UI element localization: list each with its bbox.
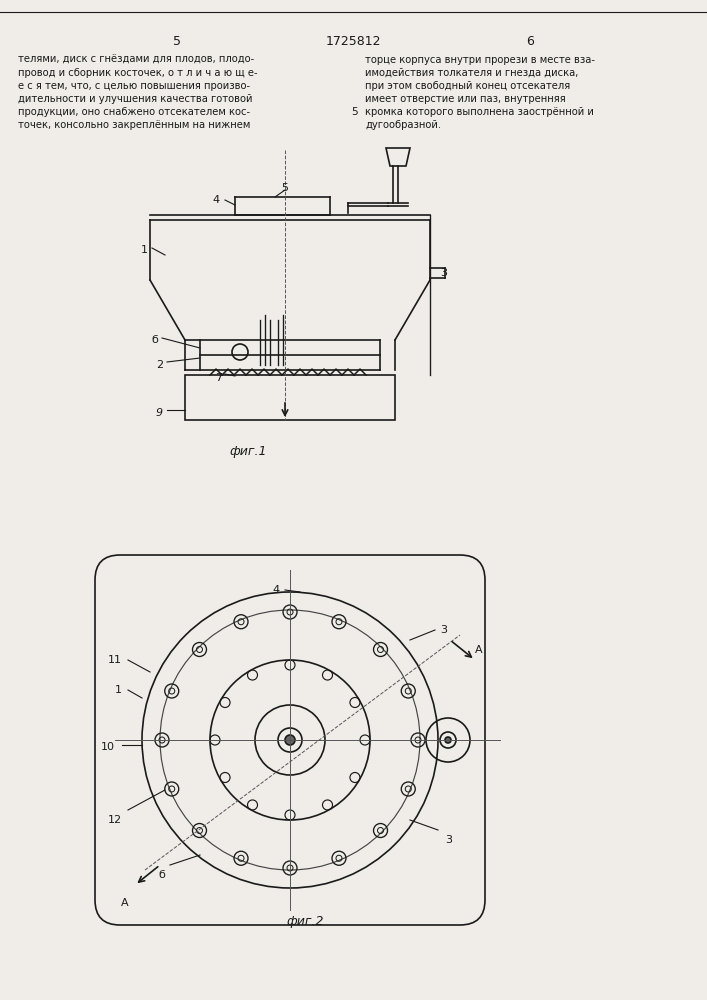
Text: имеет отверстие или паз, внутренняя: имеет отверстие или паз, внутренняя [365, 94, 566, 104]
Bar [185, 375, 395, 420]
Text: 9: 9 [156, 408, 163, 418]
Text: 3: 3 [445, 835, 452, 845]
Text: фиг.2: фиг.2 [286, 915, 324, 928]
Text: кромка которого выполнена заострённой и: кромка которого выполнена заострённой и [365, 107, 594, 117]
Text: 1: 1 [141, 245, 148, 255]
Text: A: A [475, 645, 483, 655]
Circle shape [285, 735, 295, 745]
Text: 4: 4 [273, 585, 280, 595]
Text: 7: 7 [215, 373, 222, 383]
Text: дугообразной.: дугообразной. [365, 120, 441, 130]
Circle shape [445, 737, 451, 743]
Text: 5: 5 [173, 35, 181, 48]
Text: A: A [121, 898, 129, 908]
Text: е с я тем, что, с целью повышения произво-: е с я тем, что, с целью повышения произв… [18, 81, 250, 91]
Text: продукции, оно снабжено отсекателем кос-: продукции, оно снабжено отсекателем кос- [18, 107, 250, 117]
Text: 3: 3 [440, 268, 447, 278]
Text: 6: 6 [526, 35, 534, 48]
Text: 1: 1 [115, 685, 122, 695]
Text: 5: 5 [351, 107, 357, 117]
Text: 12: 12 [108, 815, 122, 825]
Text: 1725812: 1725812 [325, 35, 381, 48]
Text: 4: 4 [213, 195, 220, 205]
Text: 2: 2 [156, 360, 163, 370]
Text: дительности и улучшения качества готовой: дительности и улучшения качества готовой [18, 94, 252, 104]
Text: точек, консольно закреплённым на нижнем: точек, консольно закреплённым на нижнем [18, 120, 250, 130]
Text: фиг.1: фиг.1 [229, 445, 267, 458]
Text: провод и сборник косточек, о т л и ч а ю щ е-: провод и сборник косточек, о т л и ч а ю… [18, 68, 257, 78]
Text: 3: 3 [440, 625, 447, 635]
Text: имодействия толкателя и гнезда диска,: имодействия толкателя и гнезда диска, [365, 68, 578, 78]
Text: при этом свободный конец отсекателя: при этом свободный конец отсекателя [365, 81, 571, 91]
Text: б: б [151, 335, 158, 345]
Text: торце корпуса внутри прорези в месте вза-: торце корпуса внутри прорези в месте вза… [365, 55, 595, 65]
Text: 10: 10 [101, 742, 115, 752]
Text: телями, диск с гнёздами для плодов, плодо-: телями, диск с гнёздами для плодов, плод… [18, 55, 255, 65]
Text: 5: 5 [281, 183, 288, 193]
Text: б: б [158, 870, 165, 880]
Text: 11: 11 [108, 655, 122, 665]
